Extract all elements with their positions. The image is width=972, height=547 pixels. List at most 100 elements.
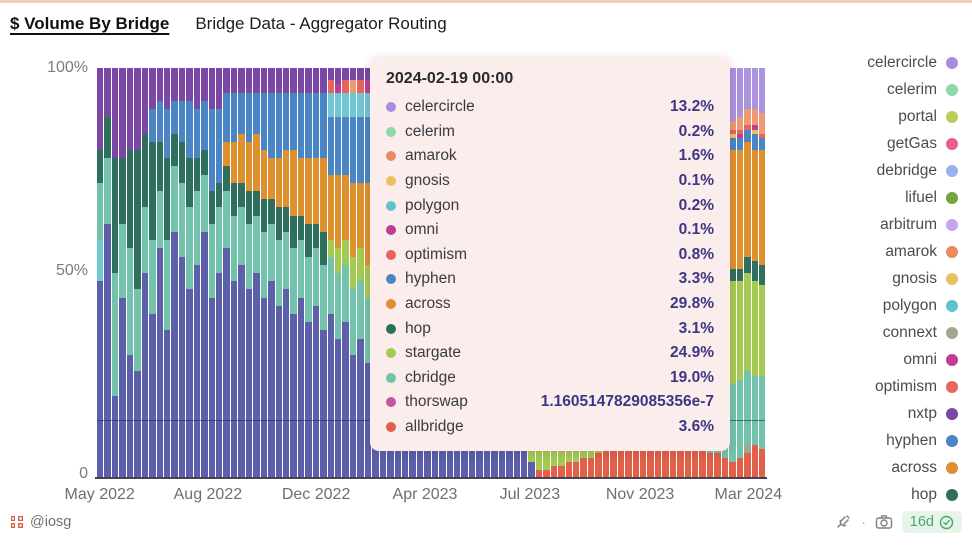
bar[interactable]	[327, 68, 334, 478]
refresh-badge[interactable]: 16d	[901, 511, 962, 533]
bar[interactable]	[149, 68, 156, 478]
bar[interactable]	[342, 68, 349, 478]
legend-dot	[946, 381, 958, 393]
bar-segment-across	[751, 150, 758, 261]
legend-label: gnosis	[892, 270, 937, 287]
legend-item-hop[interactable]: hop	[867, 485, 958, 505]
legend-item-portal[interactable]: portal	[867, 107, 958, 127]
bar[interactable]	[208, 68, 215, 478]
bar[interactable]	[156, 68, 163, 478]
legend-item-polygon[interactable]: polygon	[867, 296, 958, 316]
bar[interactable]	[201, 68, 208, 478]
bar[interactable]	[178, 68, 186, 478]
bar-segment-polygon	[357, 92, 364, 118]
bar-segment-violet	[171, 68, 178, 101]
series-label: stargate	[405, 344, 462, 362]
legend-item-optimism[interactable]: optimism	[867, 377, 958, 397]
bar[interactable]	[744, 68, 751, 478]
bar-segment-nxtp	[223, 248, 230, 478]
bar[interactable]	[193, 68, 201, 478]
legend-label: connext	[882, 324, 937, 341]
bar[interactable]	[729, 68, 736, 478]
bar-segment-cbridge	[104, 158, 111, 224]
bar[interactable]	[230, 68, 238, 478]
legend-item-gnosis[interactable]: gnosis	[867, 269, 958, 289]
legend-dot	[946, 300, 958, 312]
bar[interactable]	[238, 68, 245, 478]
bar[interactable]	[104, 68, 111, 478]
legend-item-lifuel[interactable]: lifuel	[867, 188, 958, 208]
bar-segment-allbridge	[543, 469, 550, 478]
bar[interactable]	[186, 68, 193, 478]
bar-segment-hop	[297, 215, 305, 241]
bar[interactable]	[134, 68, 141, 478]
bar[interactable]	[268, 68, 275, 478]
legend-item-arbitrum[interactable]: arbitrum	[867, 215, 958, 235]
legend-item-across[interactable]: across	[867, 458, 958, 478]
bar[interactable]	[119, 68, 126, 478]
bar[interactable]	[349, 68, 357, 478]
bar[interactable]	[171, 68, 178, 478]
bar-segment-across	[364, 182, 372, 265]
bar[interactable]	[357, 68, 364, 478]
bar[interactable]	[282, 68, 290, 478]
legend-dot	[946, 57, 958, 69]
bar-segment-violet	[186, 68, 193, 101]
legend-dot	[946, 219, 958, 231]
footer-author[interactable]: @iosg	[10, 514, 71, 530]
bar-segment-nxtp	[275, 305, 282, 478]
bar-segment-nxtp	[141, 273, 149, 478]
bar[interactable]	[312, 68, 320, 478]
bar[interactable]	[297, 68, 305, 478]
bar[interactable]	[305, 68, 312, 478]
legend-label: across	[891, 459, 937, 476]
series-dot	[386, 126, 396, 137]
bar-segment-nxtp	[156, 248, 163, 478]
bar[interactable]	[111, 68, 119, 478]
legend-item-celerim[interactable]: celerim	[867, 80, 958, 100]
bar[interactable]	[751, 68, 758, 478]
bar-segment-cbridge	[327, 256, 334, 314]
bar-segment-stargate	[758, 285, 766, 376]
legend-item-omni[interactable]: omni	[867, 350, 958, 370]
bar[interactable]	[245, 68, 253, 478]
bar-segment-nxtp	[245, 289, 253, 478]
bar-segment-violet	[178, 68, 186, 101]
bar[interactable]	[163, 68, 171, 478]
bar-segment-cbridge	[230, 215, 238, 282]
bar[interactable]	[126, 68, 134, 478]
bar[interactable]	[736, 68, 744, 478]
bar[interactable]	[275, 68, 282, 478]
bar[interactable]	[253, 68, 260, 478]
bar[interactable]	[223, 68, 230, 478]
legend-item-nxtp[interactable]: nxtp	[867, 404, 958, 424]
plug-icon[interactable]	[836, 514, 852, 530]
chart-title-link[interactable]: $ Volume By Bridge	[10, 14, 170, 33]
camera-icon[interactable]	[875, 514, 893, 530]
bar[interactable]	[290, 68, 297, 478]
bar-segment-across	[230, 141, 238, 183]
bar[interactable]	[216, 68, 223, 478]
legend-item-debridge[interactable]: debridge	[867, 161, 958, 181]
bar[interactable]	[335, 68, 342, 478]
bar-segment-across	[268, 158, 275, 200]
legend-item-getGas[interactable]: getGas	[867, 134, 958, 154]
bar[interactable]	[260, 68, 268, 478]
bar-segment-celercircle	[744, 68, 751, 110]
legend-item-hyphen[interactable]: hyphen	[867, 431, 958, 451]
bar[interactable]	[320, 68, 327, 478]
legend-item-amarok[interactable]: amarok	[867, 242, 958, 262]
bar[interactable]	[97, 68, 104, 478]
legend-item-connext[interactable]: connext	[867, 323, 958, 343]
bar-segment-violet	[349, 68, 357, 81]
tooltip-row: thorswap 1.1605147829085356e-7	[386, 390, 714, 415]
bar-segment-hyphen	[260, 92, 268, 151]
tooltip: 2024-02-19 00:00 celercircle 13.2% celerim…	[370, 57, 730, 452]
bar-segment-across	[253, 133, 260, 192]
bar[interactable]	[758, 68, 766, 478]
bar-segment-violet	[156, 68, 163, 101]
legend-item-celercircle[interactable]: celercircle	[867, 53, 958, 73]
x-axis-label: Mar 2024	[714, 486, 783, 503]
series-value: 0.2%	[678, 122, 714, 140]
bar[interactable]	[141, 68, 149, 478]
